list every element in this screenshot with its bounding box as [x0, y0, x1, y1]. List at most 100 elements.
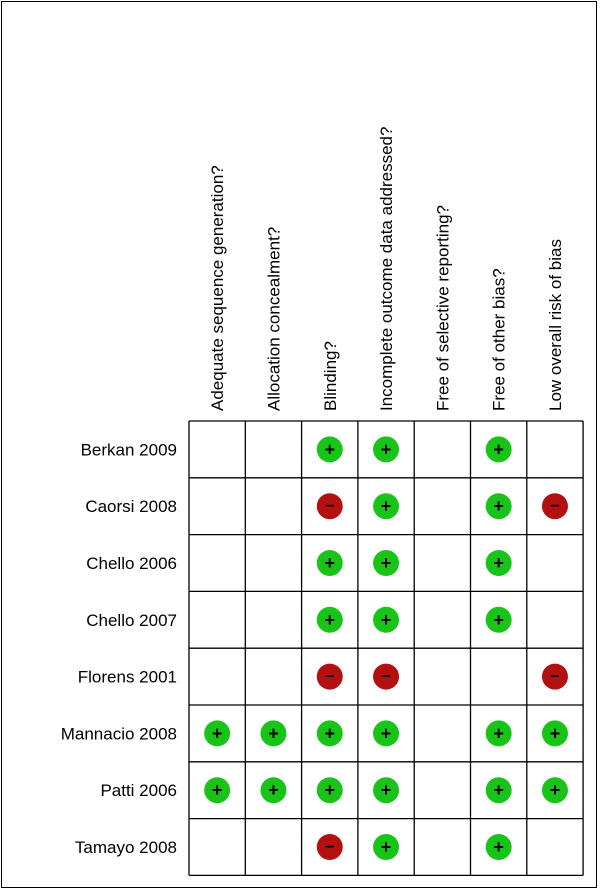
low-risk-marker: +: [204, 777, 231, 804]
plus-circle-icon: [204, 720, 231, 747]
plus-circle-icon: [373, 550, 400, 576]
plus-sign: +: [381, 610, 392, 630]
high-risk-marker: −: [316, 493, 343, 520]
plus-sign: +: [381, 723, 392, 743]
plus-sign: +: [493, 837, 504, 857]
minus-circle-icon: [373, 663, 400, 690]
plus-circle-icon: [541, 720, 568, 747]
plus-sign: +: [324, 439, 335, 459]
low-risk-marker: +: [373, 606, 400, 633]
plus-sign: +: [324, 553, 335, 573]
low-risk-marker: +: [373, 550, 400, 576]
study-label: Chello 2007: [86, 611, 177, 630]
column-header-free-of-other-bias: Free of other bias?: [490, 268, 509, 411]
column-header-incomplete-outcome-data-addressed: Incomplete outcome data addressed?: [377, 127, 396, 411]
plus-circle-icon: [373, 834, 400, 860]
plus-sign: +: [212, 780, 223, 800]
plus-circle-icon: [373, 493, 400, 520]
plus-circle-icon: [316, 550, 343, 576]
low-risk-marker: +: [260, 720, 287, 747]
plus-circle-icon: [373, 777, 400, 804]
plus-sign: +: [493, 553, 504, 573]
plus-circle-icon: [485, 550, 512, 576]
low-risk-marker: +: [373, 436, 400, 463]
plus-sign: +: [493, 723, 504, 743]
plus-circle-icon: [260, 720, 287, 747]
column-header-adequate-sequence-generation: Adequate sequence generation?: [208, 165, 227, 411]
plus-sign: +: [493, 610, 504, 630]
plus-circle-icon: [316, 436, 343, 463]
low-risk-marker: +: [316, 436, 343, 463]
low-risk-marker: +: [485, 834, 512, 860]
plus-sign: +: [381, 780, 392, 800]
plus-circle-icon: [541, 777, 568, 804]
low-risk-marker: +: [204, 720, 231, 747]
high-risk-marker: −: [541, 493, 568, 520]
low-risk-marker: +: [316, 720, 343, 747]
minus-circle-icon: [316, 493, 343, 520]
low-risk-marker: +: [316, 777, 343, 804]
low-risk-marker: +: [485, 550, 512, 576]
study-label: Patti 2006: [100, 781, 177, 800]
low-risk-marker: +: [485, 606, 512, 633]
plus-circle-icon: [316, 777, 343, 804]
plus-sign: +: [324, 723, 335, 743]
low-risk-marker: +: [541, 720, 568, 747]
plus-sign: +: [324, 780, 335, 800]
low-risk-marker: +: [485, 436, 512, 463]
minus-sign: −: [550, 669, 559, 686]
plus-sign: +: [493, 780, 504, 800]
plus-circle-icon: [373, 436, 400, 463]
plus-circle-icon: [316, 606, 343, 633]
plus-sign: +: [381, 837, 392, 857]
low-risk-marker: +: [316, 550, 343, 576]
plus-sign: +: [550, 780, 561, 800]
study-label: Tamayo 2008: [75, 838, 177, 857]
plus-circle-icon: [485, 720, 512, 747]
high-risk-marker: −: [316, 663, 343, 690]
low-risk-marker: +: [485, 777, 512, 804]
study-label: Berkan 2009: [81, 440, 177, 459]
plus-sign: +: [381, 439, 392, 459]
plus-circle-icon: [485, 493, 512, 520]
plus-sign: +: [381, 496, 392, 516]
low-risk-marker: +: [373, 777, 400, 804]
minus-sign: −: [550, 498, 559, 515]
plus-sign: +: [550, 723, 561, 743]
minus-circle-icon: [316, 663, 343, 690]
plus-circle-icon: [485, 606, 512, 633]
column-header-allocation-concealment: Allocation concealment?: [264, 227, 283, 411]
plus-sign: +: [493, 439, 504, 459]
column-header-free-of-selective-reporting: Free of selective reporting?: [433, 205, 452, 411]
low-risk-marker: +: [316, 606, 343, 633]
high-risk-marker: −: [541, 663, 568, 690]
plus-circle-icon: [373, 720, 400, 747]
minus-circle-icon: [316, 834, 343, 860]
low-risk-marker: +: [373, 493, 400, 520]
study-label: Caorsi 2008: [85, 497, 177, 516]
minus-sign: −: [381, 669, 390, 686]
study-label: Chello 2006: [86, 554, 177, 573]
low-risk-marker: +: [373, 720, 400, 747]
plus-sign: +: [493, 496, 504, 516]
plus-circle-icon: [260, 777, 287, 804]
low-risk-marker: +: [373, 834, 400, 860]
plus-sign: +: [324, 610, 335, 630]
plus-sign: +: [212, 723, 223, 743]
column-header-blinding: Blinding?: [321, 341, 340, 411]
high-risk-marker: −: [316, 834, 343, 860]
minus-sign: −: [325, 669, 334, 686]
plus-sign: +: [381, 553, 392, 573]
minus-circle-icon: [541, 493, 568, 520]
high-risk-marker: −: [373, 663, 400, 690]
low-risk-marker: +: [485, 720, 512, 747]
minus-circle-icon: [541, 663, 568, 690]
plus-circle-icon: [485, 834, 512, 860]
plus-circle-icon: [316, 720, 343, 747]
plus-circle-icon: [373, 606, 400, 633]
low-risk-marker: +: [541, 777, 568, 804]
low-risk-marker: +: [260, 777, 287, 804]
plus-circle-icon: [485, 777, 512, 804]
minus-sign: −: [325, 498, 334, 515]
